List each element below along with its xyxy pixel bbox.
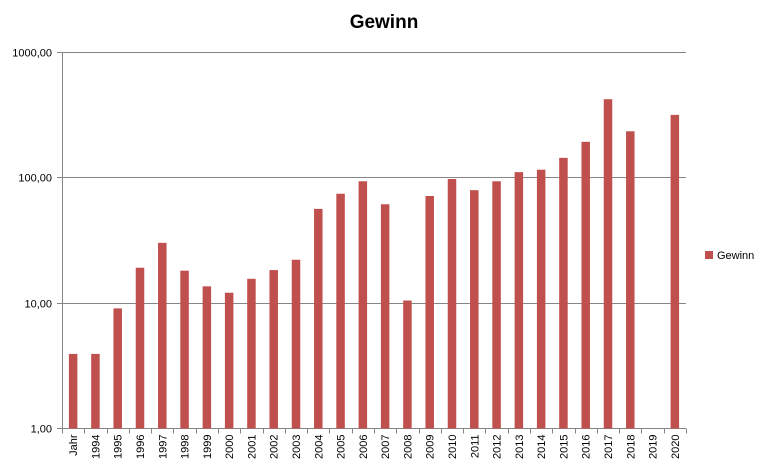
bar: [536, 169, 546, 429]
bar: [670, 114, 680, 429]
bar: [113, 308, 122, 429]
bar: [247, 278, 256, 429]
bar: [291, 259, 301, 429]
bars: [68, 99, 680, 429]
chart-title: Gewinn: [350, 12, 419, 33]
x-tick-label: 1997: [157, 435, 169, 459]
bar: [91, 353, 100, 429]
x-tick-label: 2019: [648, 435, 660, 459]
bar: [425, 195, 434, 429]
x-tick-label: 2008: [402, 435, 414, 459]
x-tick-label: 2010: [447, 435, 459, 459]
legend-label: Gewinn: [717, 250, 754, 262]
x-tick-label: 2006: [358, 435, 370, 459]
bar: [603, 99, 613, 429]
bar: [358, 181, 368, 429]
x-tick-label: 2001: [246, 435, 258, 459]
bar: [470, 190, 479, 429]
x-tick-label: 2002: [269, 435, 281, 459]
bar: [492, 181, 501, 429]
bar: [581, 141, 590, 429]
y-tick-label: 10,00: [24, 299, 52, 311]
axes: [62, 52, 687, 434]
y-tick-label: 100,00: [18, 173, 52, 185]
x-tick-label: 2009: [425, 435, 437, 459]
x-tick-label: 2016: [581, 435, 593, 459]
bar: [336, 193, 345, 429]
x-tick-label: 2014: [536, 435, 548, 459]
x-tick-label: Jahr: [68, 434, 80, 456]
bar: [514, 172, 524, 429]
bar: [314, 208, 323, 429]
bar: [403, 300, 412, 429]
bar: [224, 292, 234, 429]
x-tick-label: 2018: [625, 435, 637, 459]
x-tick-label: 2015: [558, 435, 570, 459]
bar: [158, 242, 167, 429]
bar: [626, 131, 635, 429]
x-tick-label: 2005: [336, 435, 348, 459]
bar: [202, 286, 212, 429]
x-tick-label: 1995: [113, 435, 125, 459]
legend: Gewinn: [705, 250, 754, 262]
tick-labels: 1,00 10,00 100,00 1000,00 Jahr 1994 1995 1996 19…: [12, 48, 682, 459]
bar: [68, 353, 78, 429]
x-tick-label: 2012: [492, 434, 504, 458]
x-tick-label: 1994: [90, 435, 102, 459]
x-tick-label: 2020: [670, 435, 682, 459]
bar: [135, 267, 145, 429]
y-tick-label: 1,00: [31, 424, 52, 436]
y-tick-label: 1000,00: [12, 48, 52, 60]
x-tick-label: 2011: [469, 435, 481, 459]
x-tick-label: 1999: [202, 435, 214, 459]
x-tick-label: 2007: [380, 435, 392, 459]
x-tick-label: 2000: [224, 435, 236, 459]
legend-swatch: [705, 251, 713, 259]
gridlines: [57, 52, 686, 429]
bar: [447, 178, 457, 429]
x-tick-label: 2013: [514, 435, 526, 459]
x-tick-label: 1996: [135, 435, 147, 459]
x-tick-label: 1998: [180, 435, 192, 459]
bar: [269, 270, 278, 429]
bar: [380, 204, 390, 429]
x-tick-label: 2004: [313, 435, 325, 459]
x-tick-label: 2003: [291, 435, 303, 459]
bar: [559, 157, 568, 429]
bar: [180, 270, 189, 429]
x-tick-label: 2017: [603, 435, 615, 459]
